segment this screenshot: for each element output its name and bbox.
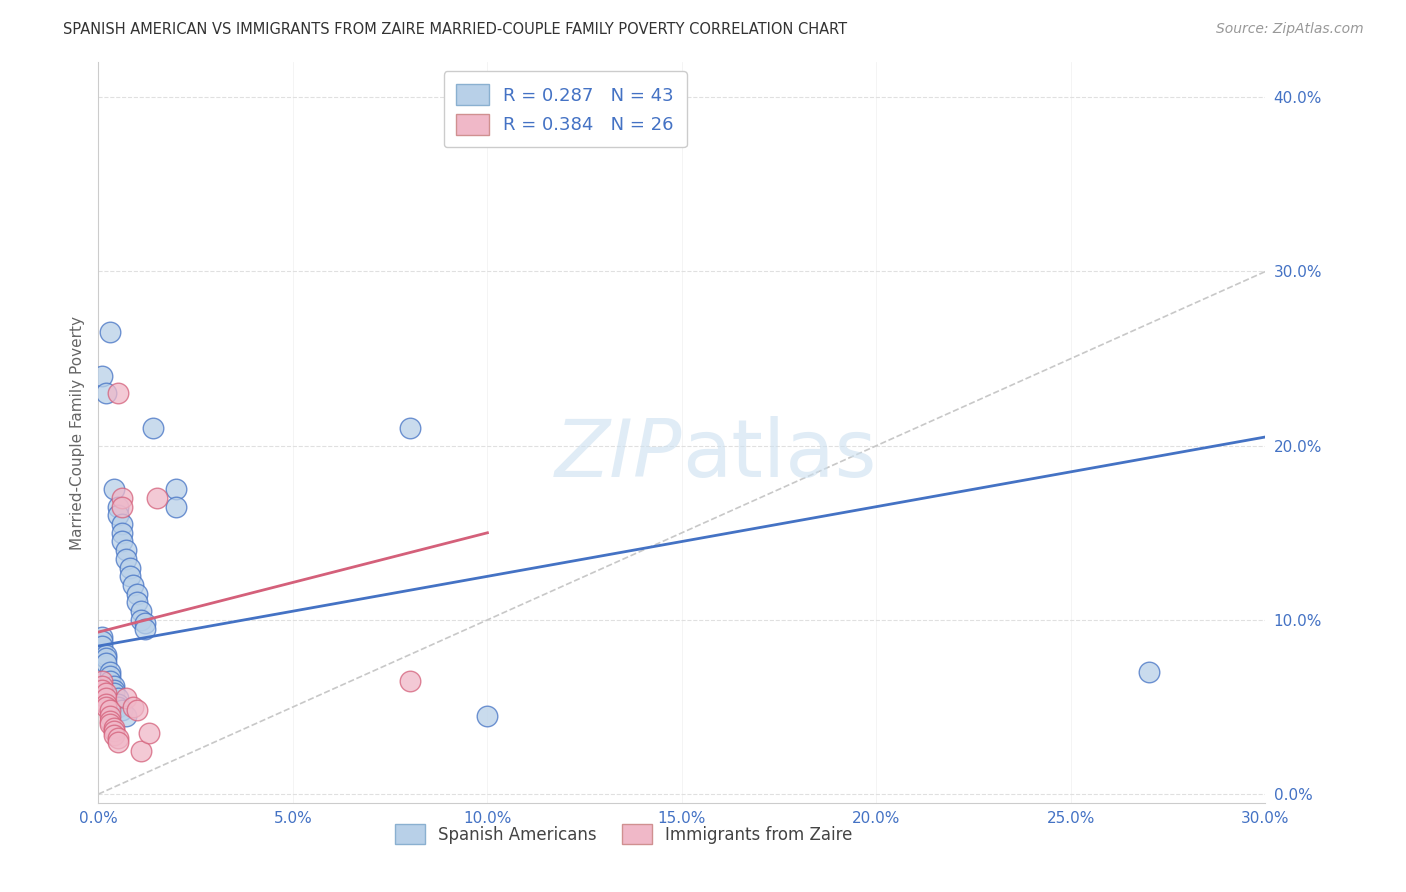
Legend: Spanish Americans, Immigrants from Zaire: Spanish Americans, Immigrants from Zaire xyxy=(385,814,862,854)
Text: atlas: atlas xyxy=(682,416,876,494)
Y-axis label: Married-Couple Family Poverty: Married-Couple Family Poverty xyxy=(69,316,84,549)
Point xyxy=(114,708,136,723)
Point xyxy=(107,697,129,711)
Point xyxy=(91,682,114,697)
Point xyxy=(111,517,134,532)
Point xyxy=(103,724,125,739)
Point xyxy=(91,639,114,653)
Point xyxy=(118,569,141,583)
Point xyxy=(96,651,118,665)
Point xyxy=(96,657,118,671)
Point xyxy=(98,326,121,340)
Point xyxy=(96,386,118,401)
Point xyxy=(129,743,152,757)
Point xyxy=(165,482,187,496)
Point xyxy=(398,421,420,435)
Point xyxy=(127,587,149,601)
Point xyxy=(129,613,152,627)
Text: SPANISH AMERICAN VS IMMIGRANTS FROM ZAIRE MARRIED-COUPLE FAMILY POVERTY CORRELAT: SPANISH AMERICAN VS IMMIGRANTS FROM ZAIR… xyxy=(63,22,848,37)
Point xyxy=(107,508,129,523)
Point xyxy=(98,703,121,717)
Point xyxy=(98,717,121,731)
Point xyxy=(107,700,129,714)
Point xyxy=(103,679,125,693)
Point xyxy=(165,500,187,514)
Point xyxy=(134,622,156,636)
Point xyxy=(146,491,169,505)
Point xyxy=(122,700,145,714)
Point xyxy=(96,691,118,706)
Point xyxy=(1137,665,1160,680)
Point xyxy=(98,668,121,682)
Point xyxy=(122,578,145,592)
Point xyxy=(114,543,136,558)
Point xyxy=(98,665,121,680)
Point xyxy=(111,525,134,540)
Point xyxy=(477,708,499,723)
Point xyxy=(142,421,165,435)
Point xyxy=(103,686,125,700)
Point xyxy=(96,700,118,714)
Point xyxy=(111,491,134,505)
Point xyxy=(98,673,121,688)
Text: ZIP: ZIP xyxy=(554,416,682,494)
Point xyxy=(118,560,141,574)
Point xyxy=(111,703,134,717)
Point xyxy=(98,714,121,728)
Point xyxy=(107,500,129,514)
Point xyxy=(114,552,136,566)
Point xyxy=(91,633,114,648)
Point xyxy=(107,691,129,706)
Point xyxy=(91,630,114,644)
Point xyxy=(127,703,149,717)
Point xyxy=(107,386,129,401)
Point xyxy=(398,673,420,688)
Point xyxy=(98,708,121,723)
Point xyxy=(138,726,160,740)
Point xyxy=(111,534,134,549)
Point xyxy=(107,735,129,749)
Point xyxy=(96,648,118,662)
Point xyxy=(103,482,125,496)
Point xyxy=(127,595,149,609)
Point xyxy=(103,728,125,742)
Point xyxy=(91,673,114,688)
Point xyxy=(134,616,156,631)
Point xyxy=(103,721,125,735)
Point xyxy=(111,500,134,514)
Point xyxy=(103,682,125,697)
Point xyxy=(91,369,114,384)
Point xyxy=(96,686,118,700)
Point xyxy=(91,679,114,693)
Text: Source: ZipAtlas.com: Source: ZipAtlas.com xyxy=(1216,22,1364,37)
Point xyxy=(129,604,152,618)
Point xyxy=(96,697,118,711)
Point xyxy=(114,691,136,706)
Point xyxy=(107,731,129,746)
